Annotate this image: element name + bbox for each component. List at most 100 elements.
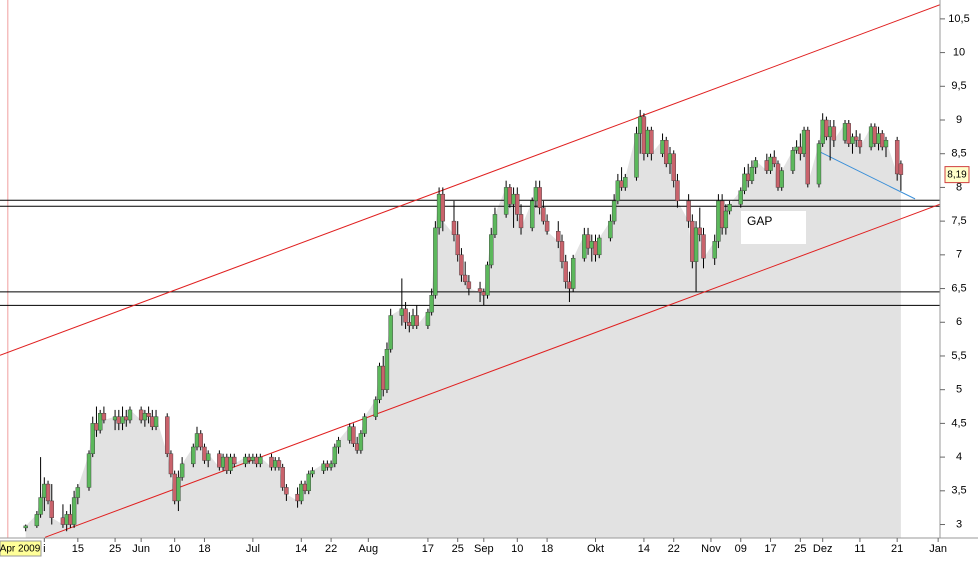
- candle-body: [816, 143, 822, 185]
- y-tick-label: 8: [956, 181, 962, 193]
- candle-body: [593, 241, 598, 256]
- y-tick-label: 4: [956, 451, 962, 463]
- price-area: [25, 116, 901, 538]
- candle-body: [664, 140, 669, 165]
- candle-body: [295, 493, 300, 502]
- y-tick-label: 5: [956, 384, 962, 396]
- candle-body: [168, 453, 174, 475]
- y-tick-label: 6: [956, 316, 962, 328]
- x-tick-label: 21: [891, 543, 903, 555]
- candle-body: [790, 150, 796, 171]
- candle-body: [667, 153, 673, 165]
- candle-body: [399, 308, 405, 316]
- candle-body: [746, 173, 751, 181]
- candle-body: [146, 413, 151, 417]
- candle-body: [742, 173, 747, 191]
- candle-body: [120, 416, 125, 424]
- candle-body: [224, 456, 230, 471]
- candle-body: [436, 193, 442, 229]
- candle-body: [310, 470, 315, 475]
- candle-body: [511, 193, 516, 205]
- x-tick-label: Jan: [929, 543, 947, 555]
- annotation-box: [741, 211, 806, 244]
- candle-body: [284, 487, 289, 495]
- candle-body: [198, 433, 203, 448]
- candle-body: [541, 207, 546, 222]
- candle-body: [794, 146, 799, 151]
- candle-body: [112, 416, 118, 421]
- y-tick-label: 9: [956, 114, 962, 126]
- candle-body: [637, 116, 643, 134]
- candle-body: [165, 416, 170, 454]
- candle-body: [49, 500, 54, 518]
- x-tick-label: i: [43, 543, 45, 555]
- candle-body: [34, 514, 40, 527]
- candle-body: [872, 126, 878, 144]
- x-tick-label: 17: [764, 543, 776, 555]
- y-tick-label: 10,5: [948, 13, 969, 25]
- x-tick-label: 22: [668, 543, 680, 555]
- candle-body: [533, 187, 539, 202]
- candle-body: [608, 220, 613, 239]
- candle-body: [42, 483, 47, 498]
- candle-body: [537, 187, 542, 208]
- candle-body: [749, 166, 755, 181]
- candle-body: [228, 456, 233, 471]
- candle-body: [179, 463, 185, 478]
- candle-body: [801, 129, 807, 154]
- candle-body: [425, 311, 431, 326]
- x-tick-label: 18: [541, 543, 553, 555]
- candle-body: [544, 220, 550, 232]
- candle-body: [466, 281, 472, 289]
- candle-body: [71, 497, 77, 525]
- y-tick-label: 10: [953, 46, 965, 58]
- axes: 3 3,5 4 4,5 5 5,5 6 6,5 7 7,5 8 8,5 9 9,5 10 10,5 i 15 25 J…: [43, 13, 970, 555]
- candle-body: [384, 349, 390, 390]
- candle-body: [675, 180, 680, 202]
- annotation: GAP: [747, 214, 772, 228]
- x-tick-label: 17: [422, 543, 434, 555]
- candle-body: [764, 160, 770, 171]
- candle-body: [589, 241, 594, 249]
- start-label: Apr 2009: [0, 544, 41, 555]
- candle-body: [220, 456, 226, 468]
- candle-body: [153, 416, 159, 427]
- candle-body: [328, 463, 334, 468]
- candle-body: [567, 281, 572, 289]
- y-tick-label: 3,5: [951, 485, 966, 497]
- x-tick-label: 25: [109, 543, 121, 555]
- candle-body: [388, 315, 393, 350]
- last-price-box: [944, 166, 970, 184]
- candle-body: [753, 160, 758, 168]
- x-tick-label: 25: [794, 543, 806, 555]
- x-tick-label: 11: [854, 543, 865, 555]
- candle-body: [440, 193, 446, 222]
- candle-body: [414, 315, 419, 326]
- candle-body: [686, 200, 691, 222]
- trend-line: [44, 203, 940, 538]
- y-tick-label: 4,5: [951, 417, 966, 429]
- candle-body: [623, 177, 628, 188]
- x-tick-label: 25: [452, 543, 464, 555]
- candle-body: [697, 227, 702, 235]
- candle-body: [690, 220, 695, 262]
- candle-body: [433, 227, 438, 296]
- candle-body: [671, 153, 676, 181]
- candle-body: [518, 214, 524, 229]
- candle-body: [410, 315, 416, 326]
- candle-body: [775, 163, 781, 188]
- y-tick-label: 7,5: [951, 215, 966, 227]
- candle-body: [358, 433, 364, 451]
- candle-body: [898, 163, 904, 175]
- candle-body: [827, 126, 833, 138]
- x-tick-label: 22: [325, 543, 337, 555]
- candle-body: [321, 463, 326, 471]
- candle-body: [351, 426, 356, 444]
- candle-body: [619, 180, 624, 188]
- candle-body: [377, 365, 382, 400]
- candle-body: [273, 460, 278, 468]
- candle-body: [90, 423, 95, 454]
- y-tick-label: 8,5: [951, 148, 966, 160]
- y-tick-label: 5,5: [951, 350, 966, 362]
- start-label-box: [0, 540, 42, 557]
